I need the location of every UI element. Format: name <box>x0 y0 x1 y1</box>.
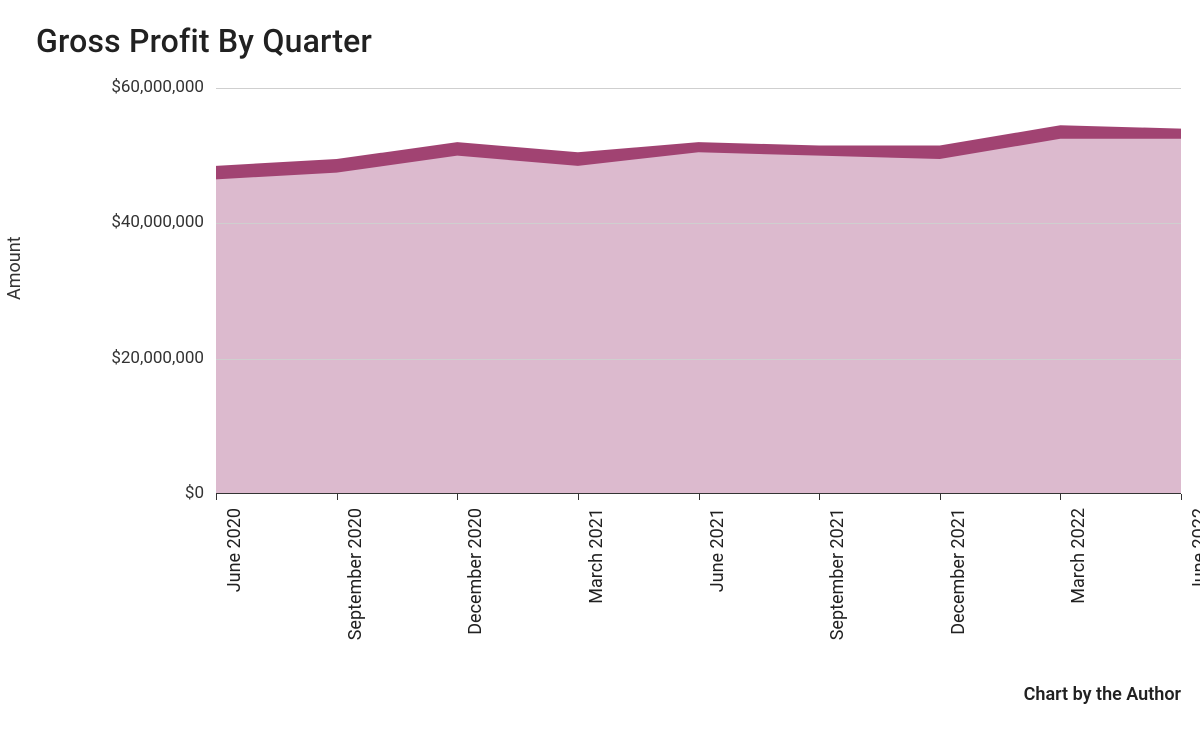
x-tick-mark <box>940 494 941 500</box>
x-tick-label: June 2020 <box>224 508 245 708</box>
x-tick-label: March 2022 <box>1068 508 1089 708</box>
x-tick-mark <box>1181 494 1182 500</box>
x-tick-label: March 2021 <box>586 508 607 708</box>
x-tick-mark <box>1060 494 1061 500</box>
y-tick-label: $20,000,000 <box>0 348 204 368</box>
x-tick-mark <box>457 494 458 500</box>
y-axis-label: Amount <box>4 236 25 300</box>
chart-credit: Chart by the Author <box>1024 684 1181 705</box>
y-tick-label: $0 <box>0 483 204 503</box>
x-tick-mark <box>216 494 217 500</box>
y-tick-label: $40,000,000 <box>0 212 204 232</box>
area-lower-area <box>216 139 1181 494</box>
x-tick-mark <box>578 494 579 500</box>
x-tick-mark <box>699 494 700 500</box>
chart-title: Gross Profit By Quarter <box>36 22 372 60</box>
x-tick-label: June 2022 <box>1189 508 1200 708</box>
x-tick-mark <box>337 494 338 500</box>
x-tick-mark <box>819 494 820 500</box>
gridline <box>216 88 1181 89</box>
x-tick-label: September 2021 <box>827 508 848 708</box>
gridline <box>216 359 1181 360</box>
x-tick-label: June 2021 <box>707 508 728 708</box>
area-svg <box>216 88 1181 494</box>
chart-container: Gross Profit By Quarter Amount $0 $20,000… <box>0 0 1200 742</box>
x-tick-label: December 2020 <box>465 508 486 708</box>
gridline <box>216 223 1181 224</box>
x-tick-label: December 2021 <box>948 508 969 708</box>
x-tick-label: September 2020 <box>345 508 366 708</box>
y-tick-label: $60,000,000 <box>0 77 204 97</box>
plot-area <box>216 88 1181 494</box>
